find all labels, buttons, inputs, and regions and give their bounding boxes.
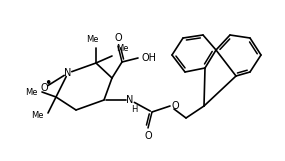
Text: N: N: [64, 68, 72, 78]
Text: Me: Me: [25, 87, 38, 96]
Text: O: O: [114, 33, 122, 43]
Text: Me: Me: [86, 35, 98, 44]
Text: H: H: [131, 105, 137, 114]
Text: O: O: [144, 131, 152, 141]
Text: Me: Me: [32, 110, 44, 119]
Text: OH: OH: [141, 53, 156, 63]
Text: •: •: [44, 76, 52, 90]
Text: O: O: [40, 83, 48, 93]
Text: O: O: [172, 101, 180, 111]
Text: Me: Me: [116, 44, 129, 53]
Text: N: N: [126, 95, 134, 105]
